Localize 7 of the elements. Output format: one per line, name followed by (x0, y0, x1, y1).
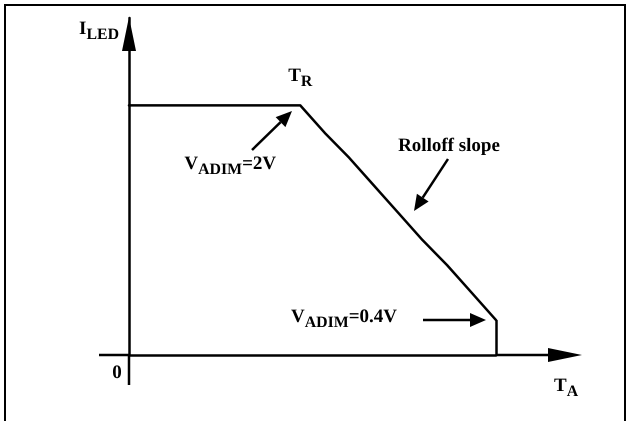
y-axis-title: I$_{LED}$ (79, 18, 119, 45)
annotation: T$_{R}$ (288, 65, 312, 92)
x-axis-title: T$_{A}$ (554, 375, 578, 402)
text: 0 (112, 362, 122, 384)
annotation: V$_{ADIM}$=2V (184, 153, 276, 180)
annotation: Rolloff slope (398, 135, 500, 157)
annotation: V$_{ADIM}$=0.4V (290, 306, 398, 333)
